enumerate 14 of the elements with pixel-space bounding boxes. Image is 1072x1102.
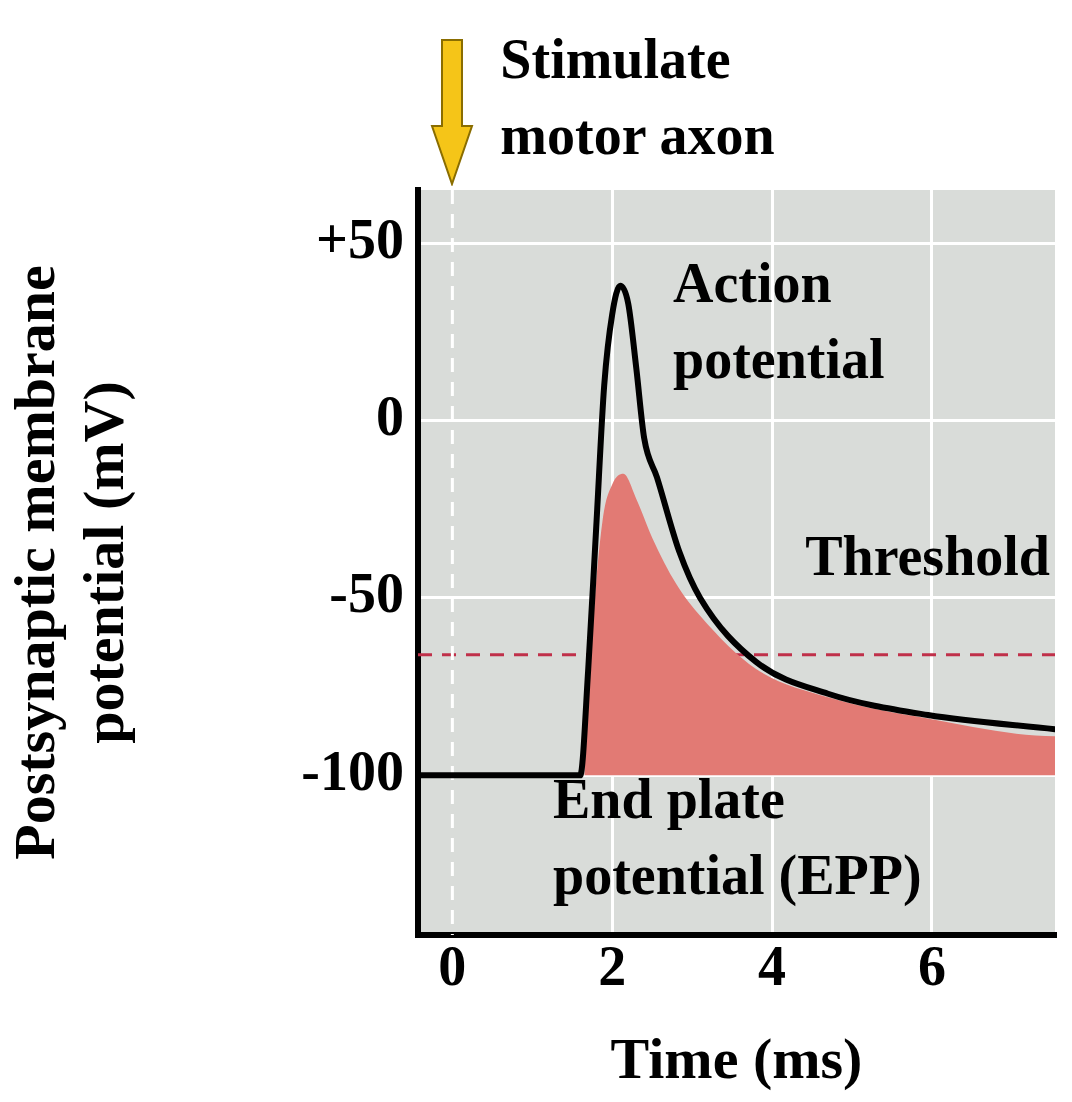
ref-line-label: Threshold <box>805 524 1050 587</box>
y-tick-label: 0 <box>376 385 404 448</box>
x-tick-label: 6 <box>917 935 946 998</box>
y-tick-label: -100 <box>301 739 404 802</box>
y-axis-title: Postsynaptic membrane potential (mV) <box>1 265 137 860</box>
x-tick-label: 2 <box>598 935 627 998</box>
y-tick-label: +50 <box>316 207 404 270</box>
y-tick-label: -50 <box>329 562 404 625</box>
text: Stimulate motor axon <box>500 28 775 166</box>
series-label: Action potential <box>673 252 885 390</box>
x-axis-title: Time (ms) <box>610 1026 863 1092</box>
series-label: End plate potential (EPP) <box>553 768 922 907</box>
x-tick-label: 4 <box>758 935 787 998</box>
x-tick-label: 0 <box>438 935 467 998</box>
